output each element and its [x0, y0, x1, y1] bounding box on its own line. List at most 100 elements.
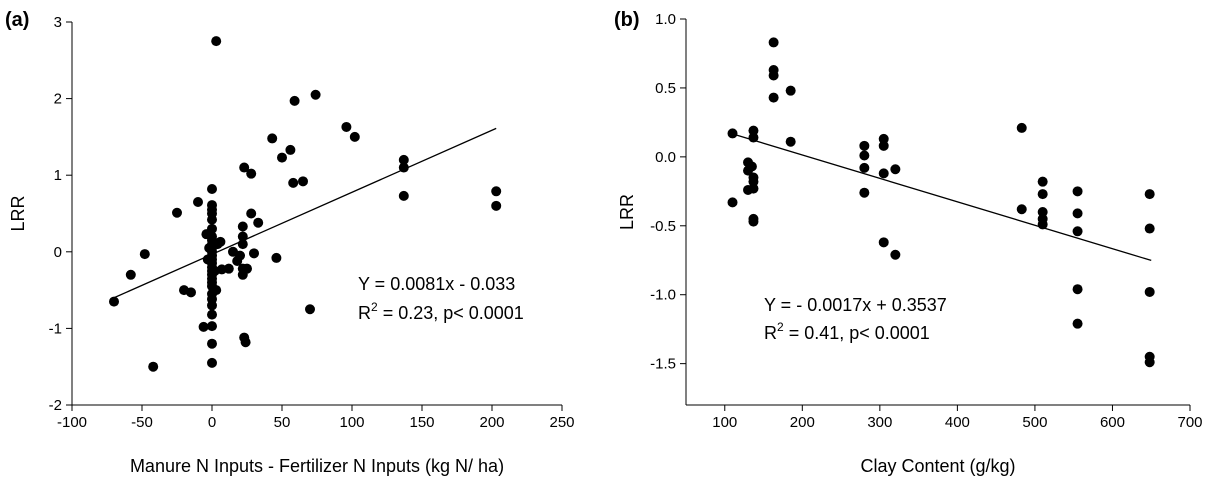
data-point — [890, 249, 901, 260]
data-point — [1016, 204, 1027, 215]
x-tick-label: 250 — [549, 414, 574, 431]
data-point — [240, 337, 251, 348]
data-point — [349, 131, 360, 142]
panel-b: (b) 100 200 300 400 500 600 700 -1.5 -1.0 -0.5 0.0 0… — [614, 9, 1203, 476]
data-point — [139, 249, 150, 260]
x-tick-label: 500 — [1022, 414, 1047, 431]
data-point — [246, 208, 257, 219]
data-point — [1072, 318, 1083, 329]
data-point — [748, 183, 759, 194]
data-point — [878, 133, 889, 144]
x-tick-label: 200 — [479, 414, 504, 431]
y-tick-label: -0.5 — [650, 218, 676, 235]
data-point — [785, 85, 796, 96]
data-point — [246, 168, 257, 179]
x-tick-label: -50 — [131, 414, 153, 431]
y-tick-label: 3 — [54, 14, 62, 31]
y-tick-label: 1.0 — [655, 11, 676, 28]
data-point — [727, 197, 738, 208]
data-point — [285, 144, 296, 155]
data-point — [148, 361, 159, 372]
regression-line — [113, 127, 497, 299]
data-point — [211, 36, 222, 47]
data-point — [491, 200, 502, 211]
data-point — [298, 176, 308, 187]
data-point — [207, 183, 217, 194]
y-tick-label: -2 — [49, 397, 62, 414]
data-point — [239, 162, 250, 173]
data-point — [1144, 286, 1155, 297]
x-tick-label: 200 — [790, 414, 815, 431]
data-point — [242, 263, 252, 274]
data-point — [207, 223, 217, 234]
data-point — [1072, 186, 1083, 197]
x-tick-label: 100 — [712, 414, 737, 431]
data-point — [207, 214, 217, 225]
data-point — [748, 216, 759, 227]
r-squared-value: = 0.23, p< 0.0001 — [378, 303, 524, 323]
data-point — [207, 338, 217, 349]
regression-line — [732, 133, 1152, 262]
data-point — [1037, 219, 1048, 230]
data-point — [237, 231, 248, 242]
data-point — [253, 217, 264, 228]
data-point — [1072, 284, 1083, 295]
data-point — [785, 136, 796, 147]
data-point — [768, 92, 779, 103]
data-point — [1037, 176, 1048, 187]
data-point — [748, 176, 759, 187]
data-point — [1144, 223, 1155, 234]
data-point — [1144, 189, 1155, 200]
data-point — [768, 70, 779, 81]
data-point — [249, 248, 259, 259]
data-point — [207, 300, 217, 311]
data-point — [398, 190, 409, 201]
data-point — [271, 252, 282, 263]
data-point — [398, 162, 409, 173]
y-tick-label: 0 — [54, 244, 62, 261]
x-tick-label: 100 — [339, 414, 364, 431]
panel-label: (b) — [614, 9, 640, 31]
x-tick-label: 600 — [1100, 414, 1125, 431]
x-tick-label: 50 — [274, 414, 291, 431]
x-axis-title: Clay Content (g/kg) — [860, 456, 1015, 476]
y-tick-label: -1.5 — [650, 356, 676, 373]
data-point — [237, 221, 248, 232]
data-point — [267, 133, 278, 144]
data-point — [211, 285, 222, 296]
data-point — [305, 304, 315, 315]
data-point — [878, 168, 889, 179]
data-point — [748, 125, 759, 136]
data-point — [890, 164, 901, 175]
data-point — [859, 187, 870, 198]
data-point — [310, 89, 321, 100]
data-point — [237, 239, 248, 250]
data-point — [207, 321, 217, 332]
data-point — [1037, 189, 1048, 200]
data-point — [207, 357, 217, 368]
data-point — [727, 128, 738, 139]
data-point — [768, 37, 779, 48]
data-point — [288, 177, 299, 188]
data-point — [277, 152, 287, 163]
panel-a: (a) -100 -50 0 50 100 150 200 250 -2 -1 0 1 2 3 Manure … — [5, 9, 575, 476]
x-tick-label: 300 — [867, 414, 892, 431]
y-tick-label: -1 — [49, 320, 62, 337]
data-point — [289, 95, 300, 106]
x-tick-label: 150 — [409, 414, 434, 431]
data-point — [1144, 357, 1155, 368]
data-point — [746, 161, 757, 172]
y-tick-label: 0.5 — [655, 80, 676, 97]
data-point — [109, 296, 119, 307]
y-tick-label: 0.0 — [655, 149, 676, 166]
regression-equation: Y = 0.0081x - 0.033 — [358, 274, 515, 294]
data-point — [878, 237, 889, 248]
regression-stats: R2 = 0.23, p< 0.0001 — [358, 300, 524, 323]
data-point — [172, 207, 182, 218]
data-point — [859, 150, 870, 161]
x-tick-label: -100 — [57, 414, 87, 431]
data-point — [341, 121, 352, 132]
x-tick-label: 700 — [1177, 414, 1202, 431]
x-axis-title: Manure N Inputs - Fertilizer N Inputs (k… — [130, 456, 504, 476]
